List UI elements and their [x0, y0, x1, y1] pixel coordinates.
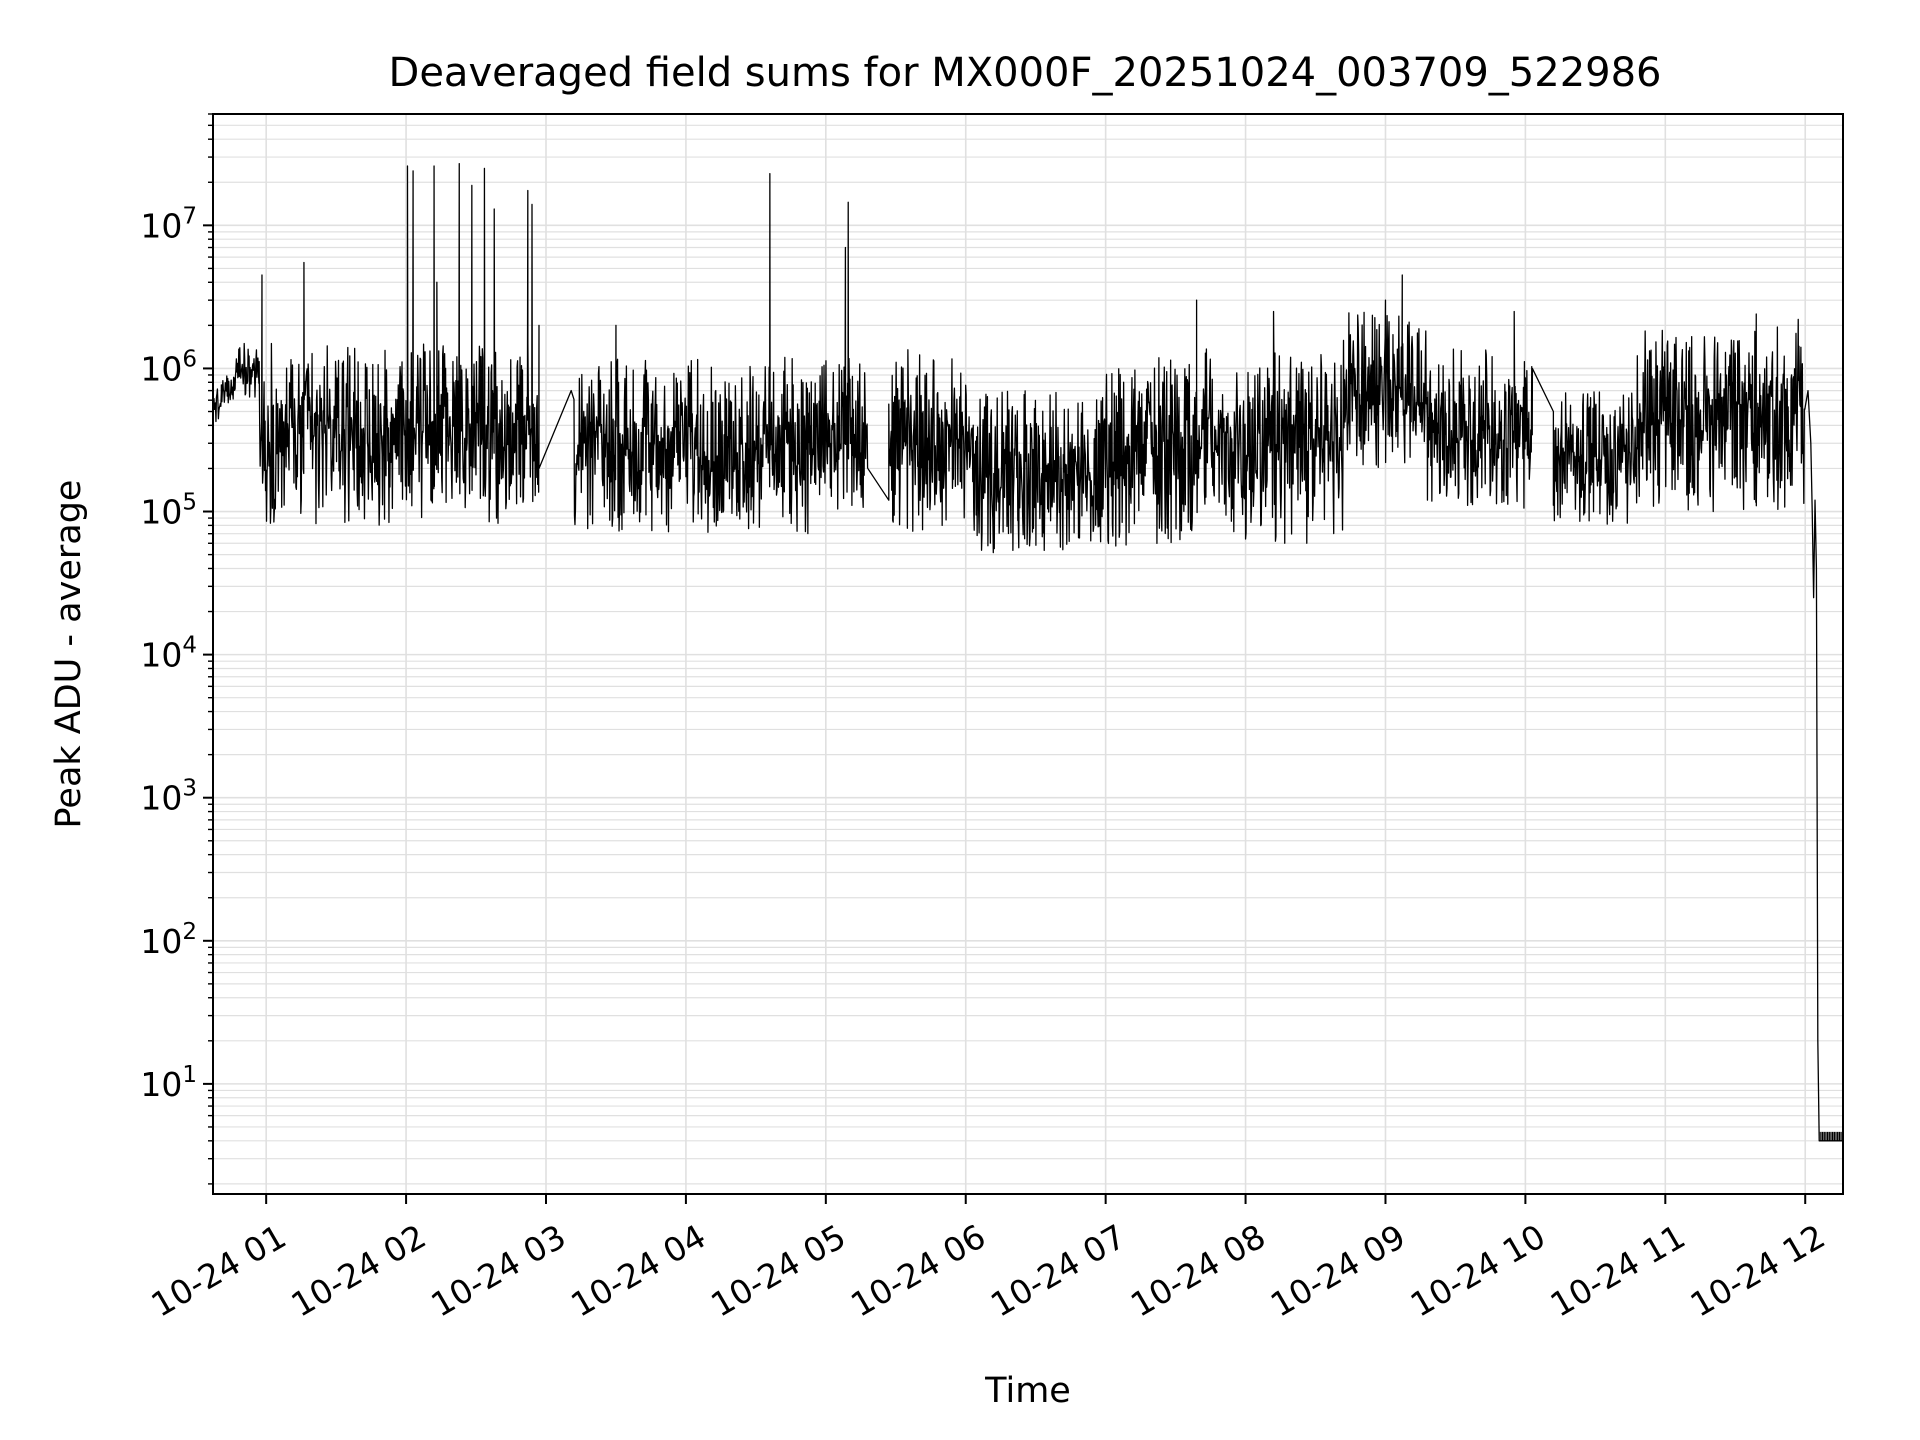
- y-tick-base: 10: [140, 779, 182, 818]
- y-tick-label: 105: [140, 490, 197, 532]
- series-group: [212, 162, 1843, 1142]
- y-tick-exponent: 1: [182, 1062, 197, 1088]
- x-axis-title: Time: [984, 1371, 1071, 1411]
- y-tick-exponent: 6: [182, 346, 197, 372]
- y-tick-base: 10: [140, 1065, 182, 1104]
- y-tick-label: 102: [140, 919, 197, 961]
- y-tick-exponent: 2: [182, 919, 197, 945]
- y-tick-exponent: 4: [182, 633, 197, 659]
- y-tick-base: 10: [140, 636, 182, 675]
- y-tick-base: 10: [140, 349, 182, 388]
- y-tick-exponent: 3: [182, 776, 197, 802]
- y-tick-label: 101: [140, 1062, 197, 1104]
- y-tick-label: 106: [140, 346, 197, 388]
- y-tick-base: 10: [140, 922, 182, 961]
- y-tick-exponent: 7: [182, 203, 197, 229]
- y-axis-title: Peak ADU - average: [49, 480, 89, 829]
- y-tick-exponent: 5: [182, 490, 197, 516]
- y-tick-label: 103: [140, 776, 197, 818]
- y-tick-base: 10: [140, 493, 182, 532]
- y-tick-base: 10: [140, 206, 182, 245]
- y-tick-label: 104: [140, 633, 197, 675]
- y-tick-label: 107: [140, 203, 197, 245]
- chart-title: Deaveraged field sums for MX000F_2025102…: [389, 50, 1662, 96]
- series-line: [212, 162, 1843, 1142]
